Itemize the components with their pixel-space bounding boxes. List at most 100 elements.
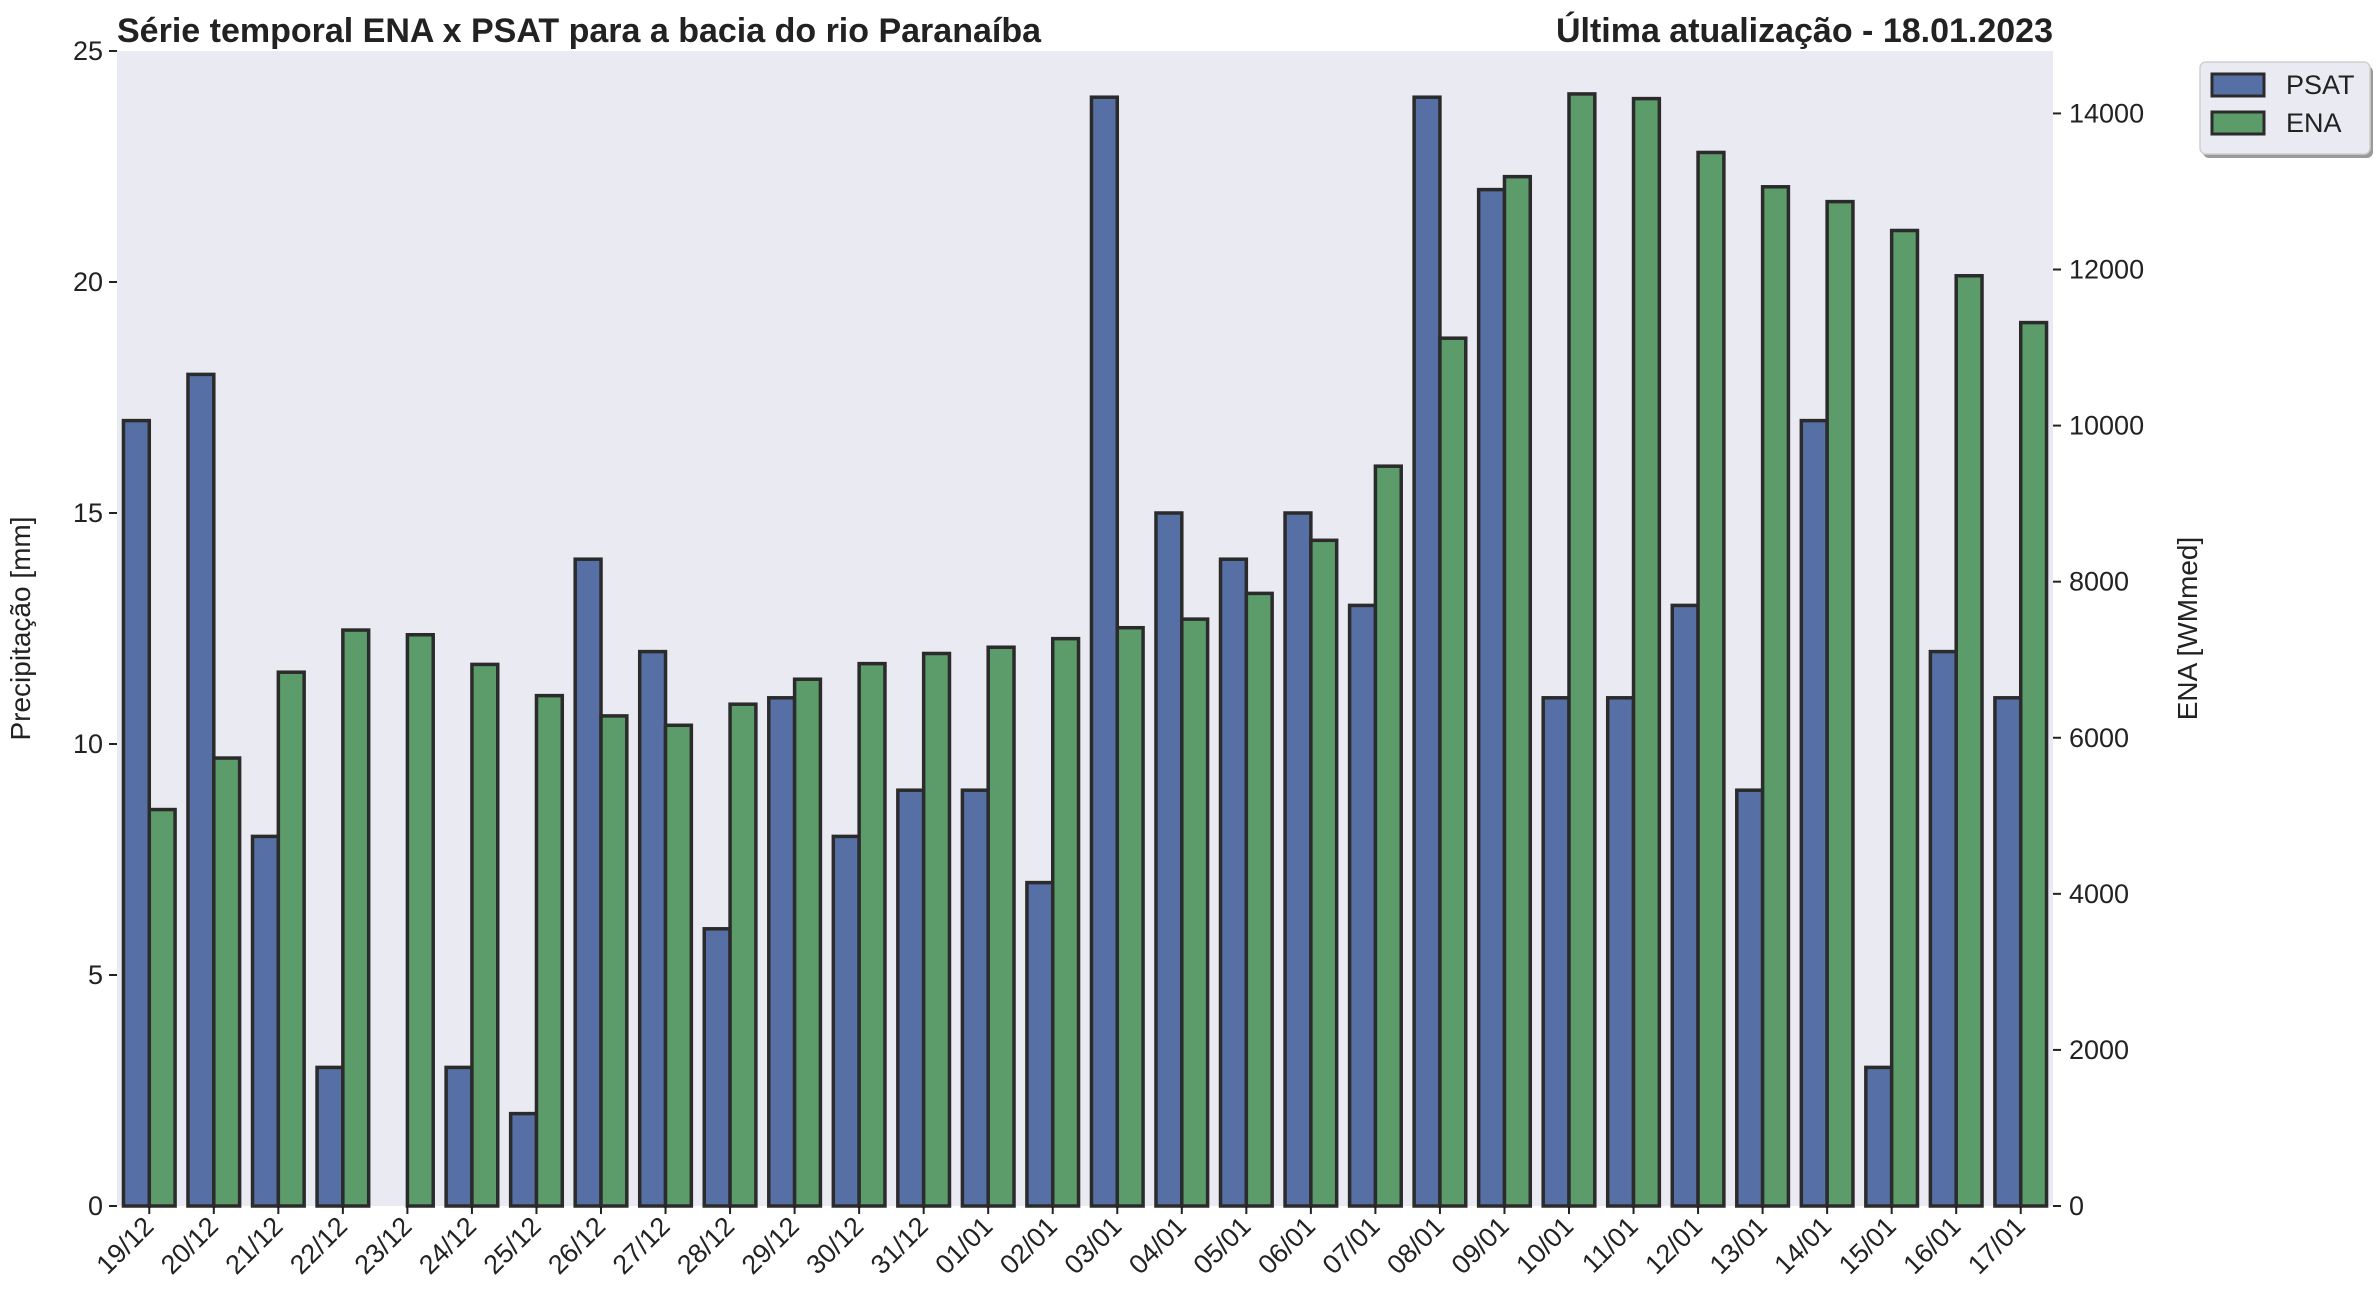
psat-bar <box>315 1065 345 1208</box>
x-tick-label: 17/01 <box>1962 1211 2031 1280</box>
y-axis-label: Precipitação [mm] <box>5 516 36 740</box>
psat-bar <box>186 372 216 1208</box>
x-tick-label: 14/01 <box>1768 1211 1837 1280</box>
x-tick-label: 12/01 <box>1639 1211 1708 1280</box>
ena-bar <box>1180 617 1210 1208</box>
ena-bar <box>405 632 435 1208</box>
psat-bar <box>1154 511 1184 1208</box>
ena-bar <box>857 661 887 1208</box>
psat-bar <box>1218 557 1249 1208</box>
legend-label-psat: PSAT <box>2286 70 2355 100</box>
ena-bar <box>1244 591 1274 1208</box>
psat-bar <box>1799 418 1829 1208</box>
x-tick-label: 30/12 <box>800 1211 869 1280</box>
y-tick-label: 25 <box>73 36 103 66</box>
ena-bar <box>728 702 758 1208</box>
ena-bar <box>599 714 629 1208</box>
ena-bar <box>1825 199 1855 1208</box>
y2-tick-label: 6000 <box>2069 723 2129 753</box>
ena-bar <box>276 670 306 1208</box>
legend-swatch-psat <box>2210 72 2266 98</box>
psat-bar <box>960 788 990 1208</box>
psat-bar <box>1605 696 1636 1208</box>
ena-bar <box>212 756 242 1208</box>
ena-bar <box>1502 174 1533 1208</box>
x-tick-label: 20/12 <box>155 1211 224 1280</box>
x-tick-label: 05/01 <box>1188 1211 1257 1280</box>
legend: PSAT ENA <box>2199 61 2373 158</box>
ena-bar <box>341 628 371 1208</box>
chart-subtitle: Última atualização - 18.01.2023 <box>1556 12 2053 50</box>
x-tick-label: 07/01 <box>1317 1211 1386 1280</box>
x-tick-label: 29/12 <box>736 1211 805 1280</box>
psat-bar <box>1476 187 1507 1208</box>
ena-bar <box>1889 228 1920 1208</box>
y2-tick-label: 10000 <box>2069 411 2144 441</box>
psat-bar <box>1412 95 1442 1208</box>
x-tick-label: 22/12 <box>284 1211 353 1280</box>
ena-bar <box>470 662 500 1208</box>
ena-bar <box>792 677 823 1208</box>
psat-bar <box>1025 880 1055 1208</box>
psat-bar <box>831 834 861 1208</box>
y2-tick-label: 14000 <box>2069 98 2144 128</box>
ena-bar <box>663 723 694 1208</box>
ena-bar <box>1954 274 1984 1208</box>
x-tick-label: 02/01 <box>994 1211 1063 1280</box>
ena-bar <box>147 807 177 1208</box>
psat-bar <box>1864 1065 1894 1208</box>
psat-bar <box>702 927 732 1208</box>
x-tick-label: 27/12 <box>607 1211 676 1280</box>
x-tick-label: 31/12 <box>865 1211 934 1280</box>
ena-bar <box>1373 464 1403 1208</box>
x-tick-label: 21/12 <box>220 1211 289 1280</box>
ena-bar <box>1115 625 1145 1208</box>
ena-bar <box>1696 150 1726 1208</box>
x-tick-label: 04/01 <box>1123 1211 1192 1280</box>
x-tick-label: 01/01 <box>929 1211 998 1280</box>
x-tick-label: 23/12 <box>349 1211 418 1280</box>
psat-bar <box>767 696 797 1208</box>
y2-tick-label: 8000 <box>2069 567 2129 597</box>
psat-bar <box>250 834 281 1208</box>
ena-bar <box>1631 96 1662 1208</box>
ena-bar <box>986 645 1016 1208</box>
y2-axis-label: ENA [WMmed] <box>2172 537 2203 721</box>
ena-bar <box>1760 185 1791 1208</box>
psat-bar <box>1347 603 1378 1208</box>
x-tick-label: 13/01 <box>1704 1211 1773 1280</box>
psat-bar <box>1283 511 1313 1208</box>
ena-bar <box>921 651 952 1208</box>
y-tick-label: 20 <box>73 267 103 297</box>
ena-bar <box>1050 636 1081 1208</box>
plot-area <box>117 51 2053 1206</box>
psat-bar <box>1089 95 1120 1208</box>
x-tick-label: 15/01 <box>1833 1211 1902 1280</box>
y-tick-label: 10 <box>73 729 103 759</box>
y2-tick-label: 0 <box>2069 1191 2084 1221</box>
psat-bar <box>1670 603 1700 1208</box>
ena-bar <box>1309 538 1339 1208</box>
psat-bar <box>1735 788 1765 1208</box>
ena-bar <box>1438 336 1468 1208</box>
psat-bar <box>444 1065 474 1208</box>
x-tick-label: 03/01 <box>1059 1211 1128 1280</box>
ena-bar <box>2018 320 2049 1208</box>
x-tick-label: 25/12 <box>478 1211 547 1280</box>
psat-bar <box>121 418 152 1208</box>
y-tick-label: 15 <box>73 498 103 528</box>
x-tick-label: 24/12 <box>413 1211 482 1280</box>
x-tick-label: 16/01 <box>1897 1211 1966 1280</box>
y2-tick-label: 4000 <box>2069 879 2129 909</box>
legend-swatch-ena <box>2210 110 2266 136</box>
x-tick-label: 19/12 <box>91 1211 160 1280</box>
y-tick-label: 5 <box>88 960 103 990</box>
x-tick-label: 08/01 <box>1381 1211 1450 1280</box>
x-tick-label: 06/01 <box>1252 1211 1321 1280</box>
legend-label-ena: ENA <box>2286 108 2342 138</box>
psat-bar <box>637 649 668 1208</box>
x-tick-label: 10/01 <box>1510 1211 1579 1280</box>
x-tick-label: 26/12 <box>542 1211 611 1280</box>
bars-group <box>121 92 2049 1208</box>
